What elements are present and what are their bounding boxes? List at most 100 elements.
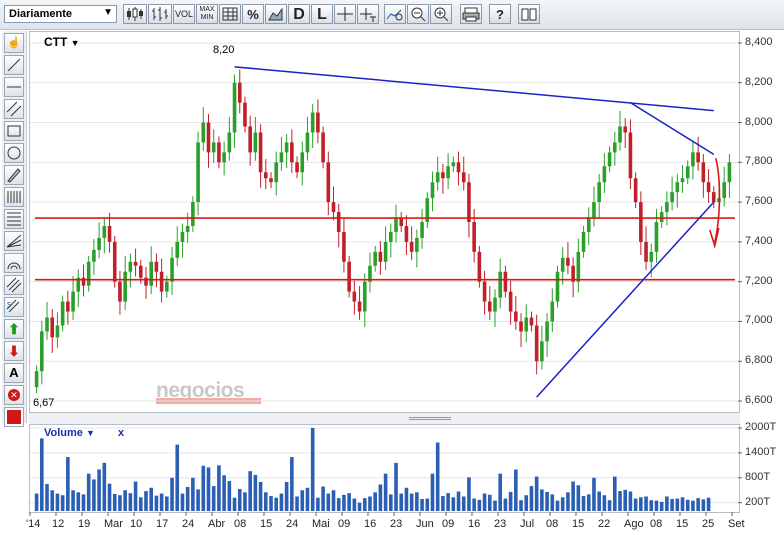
rectangle-tool-button[interactable] bbox=[4, 121, 24, 141]
candle-body bbox=[222, 152, 226, 163]
book-button[interactable] bbox=[518, 4, 540, 24]
volume-tick-label: 1400T bbox=[745, 445, 777, 458]
regression-tool-button[interactable]: S bbox=[4, 297, 24, 317]
fibonacci-tool-button[interactable] bbox=[4, 187, 24, 207]
volume-bar bbox=[409, 493, 414, 511]
period-select[interactable]: Diariamente ▼ bbox=[4, 5, 117, 23]
volume-bar bbox=[45, 484, 49, 511]
max-price-label: 8,20 bbox=[213, 44, 235, 56]
zoom-range-icon bbox=[386, 9, 403, 21]
x-tick-label: 24 bbox=[286, 518, 299, 530]
volume-bar bbox=[456, 491, 461, 511]
candle-body bbox=[540, 341, 544, 362]
print-button[interactable] bbox=[460, 4, 482, 24]
cursor-button[interactable] bbox=[357, 4, 379, 24]
line-tool-button[interactable] bbox=[4, 55, 24, 75]
panel-splitter[interactable] bbox=[29, 413, 740, 424]
volume-bar bbox=[227, 481, 232, 511]
volume-bar bbox=[342, 494, 346, 511]
volume-tick-label: 800T bbox=[745, 470, 771, 483]
candle-body bbox=[472, 222, 476, 252]
candlestick-chart-button[interactable] bbox=[123, 4, 147, 24]
candle-body bbox=[560, 257, 565, 272]
color-picker-button[interactable] bbox=[4, 407, 24, 427]
y-tick-label: 7,800 bbox=[745, 155, 773, 168]
zoom-out-button[interactable] bbox=[407, 4, 429, 24]
x-tick-label: 16 bbox=[364, 518, 377, 530]
candle-body bbox=[722, 182, 726, 199]
candle-body bbox=[368, 265, 372, 282]
candle-body bbox=[628, 132, 633, 179]
hand-tool-button[interactable]: ☝ bbox=[4, 33, 24, 53]
volume-bar bbox=[362, 498, 367, 511]
volume-bar bbox=[623, 489, 628, 511]
grid-button[interactable] bbox=[219, 4, 241, 24]
volume-bar bbox=[420, 498, 424, 511]
volume-bar bbox=[425, 498, 430, 511]
x-tick-label: 10 bbox=[130, 518, 143, 530]
arc-tool-button[interactable] bbox=[4, 253, 24, 273]
fan-tool-button[interactable] bbox=[4, 231, 24, 251]
crosshair-button[interactable] bbox=[334, 4, 356, 24]
percent-button[interactable]: % bbox=[242, 4, 264, 24]
maxmin-button[interactable]: MAX MIN bbox=[196, 4, 218, 24]
chevron-down-icon: ▼ bbox=[103, 7, 113, 18]
x-tick-label: 08 bbox=[234, 518, 247, 530]
volume-bar bbox=[571, 481, 575, 511]
channel-tool-button[interactable] bbox=[4, 99, 24, 119]
hline-tool-button[interactable] bbox=[4, 77, 24, 97]
resistance-trendline bbox=[234, 66, 714, 112]
candle-body bbox=[394, 218, 398, 232]
bar-chart-button[interactable] bbox=[148, 4, 172, 24]
volume-bar bbox=[519, 500, 523, 511]
zoom-range-button[interactable] bbox=[384, 4, 406, 24]
candle-body bbox=[243, 102, 247, 127]
delete-icon: ✕ bbox=[8, 389, 20, 401]
candle-body bbox=[133, 261, 138, 266]
candle-body bbox=[300, 152, 305, 173]
support-trendline bbox=[536, 201, 715, 398]
ticker-label[interactable]: CTT ▼ bbox=[44, 35, 80, 49]
candle-body bbox=[441, 172, 445, 179]
y-tick-label: 8,200 bbox=[745, 75, 773, 88]
candle-body bbox=[644, 241, 648, 262]
arrow-down-tool-button[interactable]: ⬇ bbox=[4, 341, 24, 361]
candle-body bbox=[269, 178, 273, 183]
volume-bar bbox=[347, 493, 351, 511]
daily-button[interactable]: D bbox=[288, 4, 310, 24]
candle-body bbox=[451, 162, 456, 167]
volume-close-button[interactable]: x bbox=[118, 427, 125, 439]
volume-bar bbox=[435, 442, 440, 511]
parallel-tool-button[interactable] bbox=[4, 275, 24, 295]
area-chart-button[interactable] bbox=[265, 4, 287, 24]
candle-body bbox=[206, 122, 211, 153]
help-button[interactable]: ? bbox=[489, 4, 511, 24]
volume-bar bbox=[310, 428, 315, 511]
delete-tool-button[interactable]: ✕ bbox=[4, 385, 24, 405]
candle-body bbox=[227, 132, 232, 153]
volume-bar bbox=[644, 496, 648, 511]
arrow-up-tool-button[interactable]: ⬆ bbox=[4, 319, 24, 339]
volume-bar bbox=[691, 500, 695, 511]
fib-levels-tool-button[interactable] bbox=[4, 209, 24, 229]
pencil-tool-button[interactable] bbox=[4, 165, 24, 185]
volume-bar bbox=[357, 502, 362, 511]
volume-bar bbox=[274, 497, 279, 511]
regression-icon: S bbox=[6, 299, 20, 313]
circle-tool-button[interactable] bbox=[4, 143, 24, 163]
volume-title[interactable]: Volume ▼ bbox=[44, 427, 95, 439]
line-button[interactable]: L bbox=[311, 4, 333, 24]
price-chart-panel[interactable] bbox=[29, 31, 740, 413]
vol-button[interactable]: VOL bbox=[173, 4, 195, 24]
x-tick-label: 24 bbox=[182, 518, 195, 530]
candle-body bbox=[128, 261, 133, 272]
text-tool-button[interactable]: A bbox=[4, 363, 24, 383]
volume-bar bbox=[295, 496, 299, 511]
projection-arrow bbox=[713, 158, 721, 243]
volume-bar bbox=[138, 497, 143, 511]
zoom-in-button[interactable] bbox=[430, 4, 452, 24]
volume-tick-label: 200T bbox=[745, 495, 771, 508]
grid-icon bbox=[222, 7, 238, 21]
volume-bar bbox=[352, 498, 357, 511]
candle-body bbox=[571, 265, 575, 282]
